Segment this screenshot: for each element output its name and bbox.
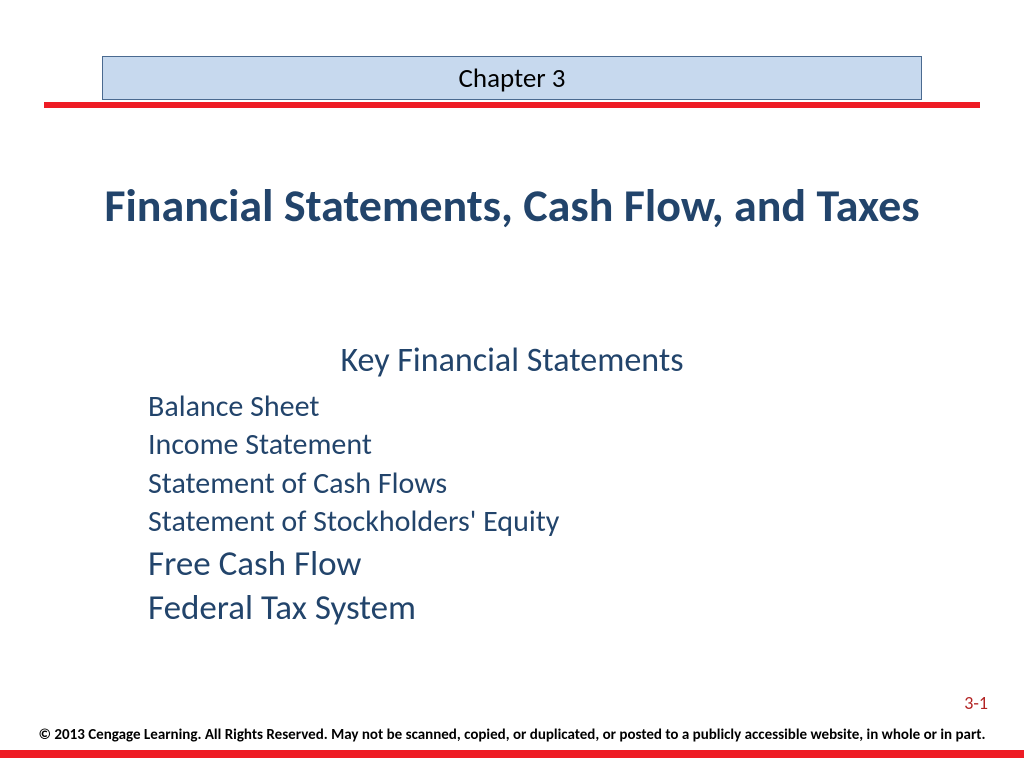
list-item: Statement of Stockholders' Equity <box>148 503 888 541</box>
page-number: 3-1 <box>964 692 988 714</box>
topic-list: Balance Sheet Income Statement Statement… <box>148 388 888 631</box>
list-item: Free Cash Flow <box>148 542 888 587</box>
slide: Chapter 3 Financial Statements, Cash Flo… <box>0 0 1024 768</box>
list-item: Statement of Cash Flows <box>148 465 888 503</box>
copyright-text: © 2013 Cengage Learning. All Rights Rese… <box>20 726 1004 744</box>
list-item: Balance Sheet <box>148 388 888 426</box>
slide-title: Financial Statements, Cash Flow, and Tax… <box>0 180 1024 233</box>
chapter-banner: Chapter 3 <box>102 56 922 100</box>
top-divider <box>44 102 980 108</box>
slide-subtitle: Key Financial Statements <box>0 340 1024 381</box>
list-item: Federal Tax System <box>148 586 888 631</box>
bottom-divider <box>0 750 1024 758</box>
chapter-label: Chapter 3 <box>459 62 566 95</box>
list-item: Income Statement <box>148 426 888 464</box>
